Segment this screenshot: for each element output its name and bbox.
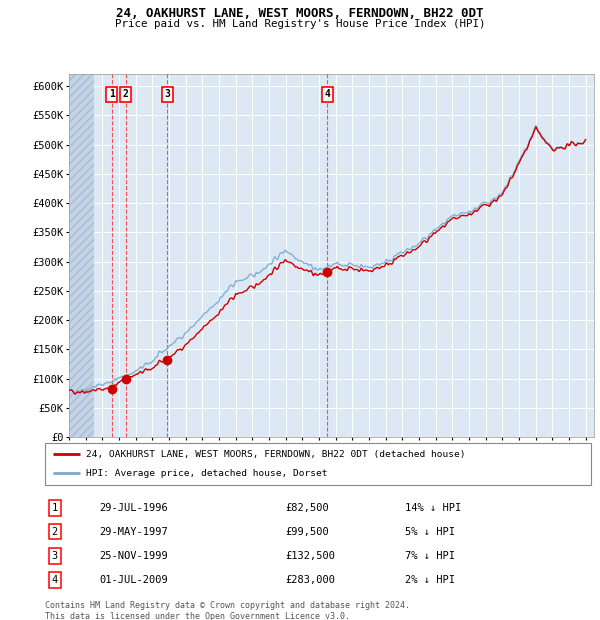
- Text: 24, OAKHURST LANE, WEST MOORS, FERNDOWN, BH22 0DT: 24, OAKHURST LANE, WEST MOORS, FERNDOWN,…: [116, 7, 484, 20]
- Text: HPI: Average price, detached house, Dorset: HPI: Average price, detached house, Dors…: [86, 469, 328, 478]
- Text: 24, OAKHURST LANE, WEST MOORS, FERNDOWN, BH22 0DT (detached house): 24, OAKHURST LANE, WEST MOORS, FERNDOWN,…: [86, 450, 466, 459]
- Text: 7% ↓ HPI: 7% ↓ HPI: [406, 551, 455, 561]
- Text: 3: 3: [164, 89, 170, 99]
- Text: 01-JUL-2009: 01-JUL-2009: [100, 575, 169, 585]
- Text: 4: 4: [325, 89, 330, 99]
- FancyBboxPatch shape: [45, 443, 591, 485]
- Text: £132,500: £132,500: [285, 551, 335, 561]
- Text: 29-MAY-1997: 29-MAY-1997: [100, 526, 169, 536]
- Text: 14% ↓ HPI: 14% ↓ HPI: [406, 503, 461, 513]
- Text: 2: 2: [123, 89, 129, 99]
- Text: £82,500: £82,500: [285, 503, 329, 513]
- Text: 3: 3: [52, 551, 58, 561]
- Text: 1: 1: [52, 503, 58, 513]
- Text: £99,500: £99,500: [285, 526, 329, 536]
- Text: 2: 2: [52, 526, 58, 536]
- Text: 5% ↓ HPI: 5% ↓ HPI: [406, 526, 455, 536]
- Text: 4: 4: [52, 575, 58, 585]
- Text: 2% ↓ HPI: 2% ↓ HPI: [406, 575, 455, 585]
- Text: Contains HM Land Registry data © Crown copyright and database right 2024.
This d: Contains HM Land Registry data © Crown c…: [45, 601, 410, 620]
- Text: 1: 1: [109, 89, 115, 99]
- Text: 29-JUL-1996: 29-JUL-1996: [100, 503, 169, 513]
- Text: Price paid vs. HM Land Registry's House Price Index (HPI): Price paid vs. HM Land Registry's House …: [115, 19, 485, 29]
- Text: 25-NOV-1999: 25-NOV-1999: [100, 551, 169, 561]
- Text: £283,000: £283,000: [285, 575, 335, 585]
